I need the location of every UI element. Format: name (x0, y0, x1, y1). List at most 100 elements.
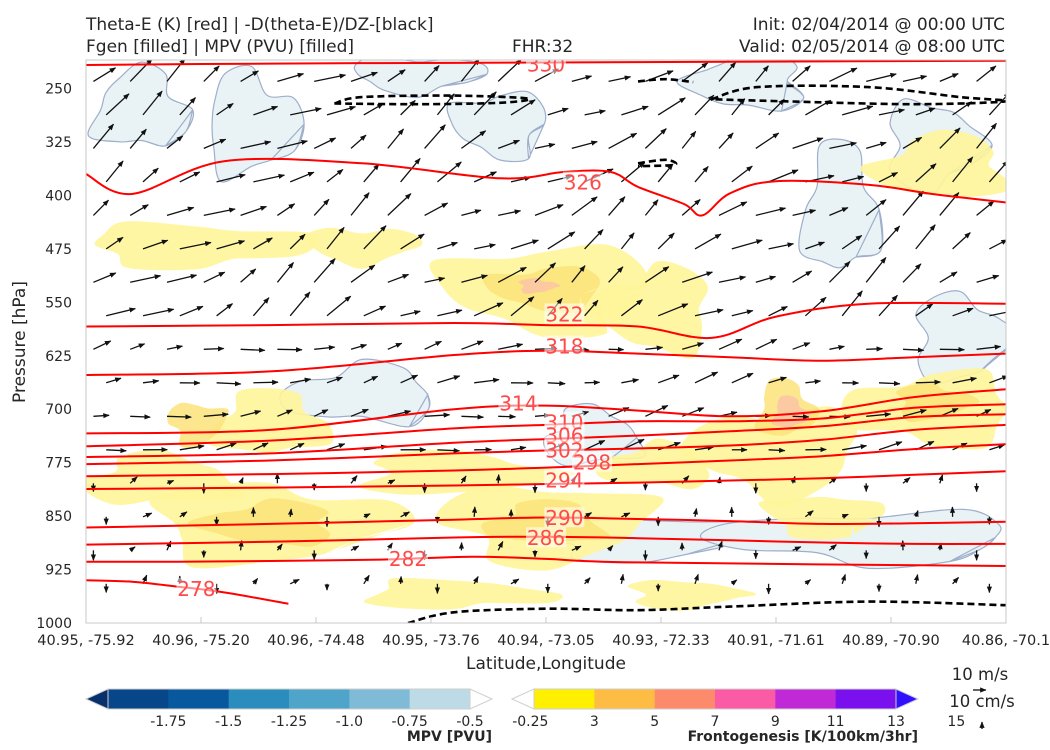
colorbar-tick-label: -1.0 (336, 714, 363, 730)
wind-vector (768, 305, 788, 317)
wind-vector (584, 512, 593, 518)
wind-vector (988, 160, 1006, 183)
wind-vector (952, 577, 959, 585)
wind-vector (314, 345, 336, 351)
wind-vector (792, 65, 811, 82)
wind-vector (363, 163, 380, 183)
wind-vector (326, 376, 343, 384)
wind-vector (804, 579, 812, 586)
wind-vector (878, 380, 901, 387)
vector-key-horizontal-label: 10 m/s (952, 665, 1008, 684)
wind-vector (424, 276, 446, 283)
colorbar-segment (594, 689, 656, 709)
wind-vector (253, 237, 273, 250)
theta-e-contour-294 (86, 470, 1006, 490)
wind-vector (878, 225, 901, 250)
wind-vector (179, 305, 204, 317)
wind-vector (216, 442, 237, 451)
wind-vector (350, 408, 369, 417)
wind-vector (915, 107, 936, 116)
wind-vector (952, 156, 974, 183)
theta-e-label-bg (526, 527, 566, 548)
wind-vector (166, 414, 192, 420)
theta-e-label-314: 314 (499, 392, 537, 416)
wind-vector (240, 70, 259, 82)
wind-vector (792, 209, 817, 217)
wind-vector (326, 226, 345, 250)
wind-vector (461, 340, 484, 350)
wind-vector (681, 199, 701, 216)
wind-vector (731, 165, 753, 183)
theta-e-label-bg (544, 335, 585, 356)
x-axis-ticks: 40.95, -75.92 40.96, -75.20 40.96, -74.48 4… (37, 617, 1050, 649)
frontogenesis-region (860, 129, 1006, 197)
wind-vector (621, 512, 631, 518)
wind-vector (731, 309, 754, 317)
wind-vector (290, 377, 312, 384)
wind-vector (497, 541, 504, 551)
wind-vector (829, 344, 845, 351)
wind-vector (130, 414, 151, 420)
theta-e-contour-306 (86, 413, 1006, 458)
wind-vector (92, 199, 109, 216)
mpv-region (798, 138, 884, 269)
y-axis-ticks: 250 325 400 475 550 625 700 775 850 925 1000 (36, 82, 72, 632)
wind-vector (400, 511, 410, 518)
wind-vector (768, 242, 795, 250)
wind-vector (252, 297, 270, 317)
wind-vector (253, 442, 269, 451)
wind-vector (681, 130, 697, 149)
wind-vector (730, 579, 738, 586)
x-tick-label: 40.86, -70.1 (962, 633, 1050, 649)
wind-vector (547, 380, 566, 386)
wind-vector (913, 509, 919, 518)
wind-vector (350, 343, 368, 350)
wind-vector (350, 475, 358, 484)
wind-vector (694, 233, 722, 250)
wind-vector (424, 124, 446, 149)
frontogenesis-region (758, 496, 886, 540)
wind-vector (105, 236, 124, 250)
wind-vector (129, 343, 146, 350)
wind-vector (534, 204, 564, 217)
wind-vector (474, 243, 496, 250)
wind-vector (976, 274, 1000, 283)
colorbar-extend-min (84, 688, 109, 710)
forecast-hour: FHR:32 (512, 37, 574, 57)
wind-vector (829, 207, 849, 216)
wind-vector (866, 346, 884, 352)
theta-e-label-278: 278 (177, 577, 215, 601)
wind-vector (792, 414, 810, 420)
frontogenesis-strong-region (167, 402, 229, 449)
wind-vector (240, 205, 268, 217)
y-tick-label: 850 (45, 509, 72, 525)
wind-vector (240, 347, 266, 353)
wind-vector (866, 141, 887, 150)
y-tick-label: 625 (45, 349, 72, 365)
wind-vector (952, 376, 978, 384)
wind-vector (755, 132, 780, 149)
mpv-region (211, 64, 305, 183)
wind-vector (289, 171, 315, 183)
y-tick-label: 1000 (36, 616, 72, 632)
x-tick-label: 40.95, -75.92 (37, 633, 134, 649)
wind-vector (842, 175, 865, 183)
wind-vector (129, 204, 149, 216)
wind-vector (93, 340, 112, 350)
wind-vector (314, 73, 347, 83)
mpv-colorbar: -1.75 -1.5 -1.25 -1.0 -0.75 -0.5 -0.25 (84, 688, 548, 730)
theta-e-label-290: 290 (545, 506, 583, 530)
theta-e-label-282: 282 (389, 547, 427, 571)
y-tick-label: 700 (45, 402, 72, 418)
wind-vector (584, 229, 604, 250)
wind-vector (620, 232, 635, 250)
wind-vector (718, 338, 743, 350)
wind-vector (547, 231, 576, 250)
wind-vector (606, 545, 614, 552)
wind-vector (952, 307, 974, 317)
theta-e-contour-290 (86, 516, 1006, 529)
colorbar-extend-max (895, 688, 920, 710)
wind-vector (644, 128, 667, 149)
x-tick-label: 40.89, -70.90 (842, 633, 939, 649)
wind-vector (657, 374, 680, 384)
